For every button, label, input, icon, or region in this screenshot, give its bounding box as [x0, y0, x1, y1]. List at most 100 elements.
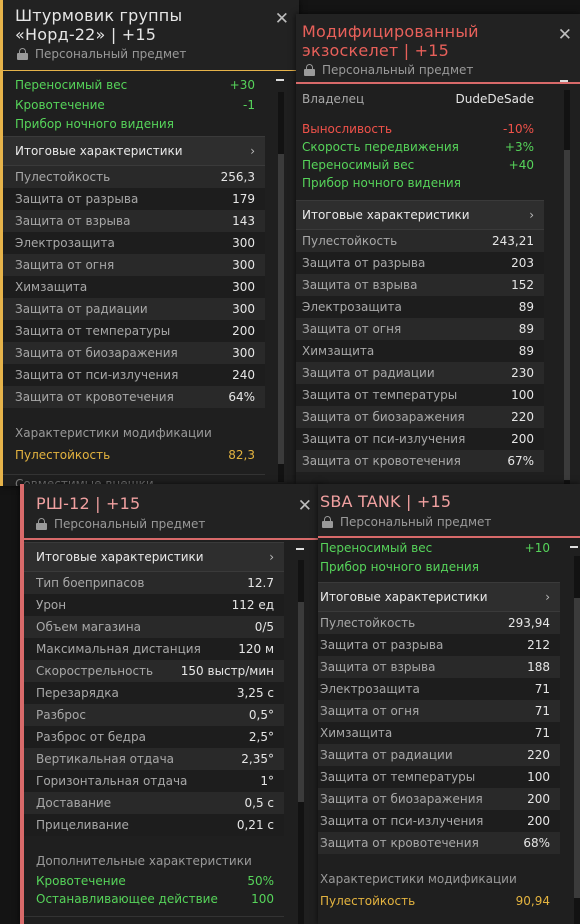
panel-content: Итоговые характеристики › Тип боеприпасо…	[24, 540, 284, 917]
mod-stat-row: Пулестойкость 82,3	[15, 448, 255, 462]
stat-row: Электрозащита 71	[318, 678, 560, 700]
stat-row: Защита от кровотечения 67%	[296, 450, 544, 472]
stat-row: Разброс 0,5°	[24, 704, 284, 726]
final-stats-header[interactable]: Итоговые характеристики ›	[296, 200, 544, 230]
stat-row: Защита от радиации 220	[318, 744, 560, 766]
stat-row: Защита от радиации 300	[3, 298, 265, 320]
extra-stats-title: Дополнительные характеристики	[36, 854, 252, 868]
stat-row: Защита от взрыва 152	[296, 274, 544, 296]
item-title: SBA TANK | +15	[320, 492, 452, 511]
bonus-row: Прибор ночного видения	[302, 176, 461, 190]
extra-stat-row: Останавливающее действие 100	[36, 892, 274, 906]
bonus-row: Выносливость -10%	[302, 122, 534, 136]
personal-item-label: Персональный предмет	[318, 511, 580, 535]
chevron-right-icon: ›	[269, 550, 274, 564]
compatible-skins-title: Совместимые внешки	[15, 477, 154, 486]
stat-row: Защита от огня 71	[318, 700, 560, 722]
item-title-line2: экзоскелет | +15	[302, 41, 449, 60]
panel-content: Переносимый вес +30 Кровотечение -1 Приб…	[3, 74, 265, 486]
final-stats-header[interactable]: Итоговые характеристики ›	[318, 582, 560, 612]
close-icon[interactable]: ✕	[297, 496, 312, 516]
stat-row: Пулестойкость 293,94	[318, 612, 560, 634]
stat-row: Скорострельность 150 выстр/мин	[24, 660, 284, 682]
item-title: Модифицированный экзоскелет | +15	[296, 14, 580, 60]
stat-row: Защита от биозаражения 300	[3, 342, 265, 364]
stat-row: Урон 112 ед	[24, 594, 284, 616]
close-icon[interactable]: ✕	[274, 9, 289, 29]
chevron-right-icon: ›	[545, 590, 550, 604]
stat-row: Тип боеприпасов 12.7	[24, 572, 284, 594]
chevron-right-icon: ›	[529, 208, 534, 222]
close-icon[interactable]: ✕	[557, 25, 572, 45]
mod-stat-row: Пулестойкость 90,94	[320, 894, 550, 908]
stat-row: Горизонтальная отдача 1°	[24, 770, 284, 792]
personal-item-label: Персональный предмет	[24, 513, 322, 537]
stat-row: Вертикальная отдача 2,35°	[24, 748, 284, 770]
stat-row: Химзащита 300	[3, 276, 265, 298]
stat-row: Защита от разрыва 203	[296, 252, 544, 274]
minus-icon[interactable]	[560, 80, 568, 82]
stat-row: Защита от биозаражения 220	[296, 406, 544, 428]
stat-row: Прицеливание 0,21 с	[24, 814, 284, 836]
stat-row: Химзащита 89	[296, 340, 544, 362]
scrollbar-track[interactable]	[278, 92, 284, 482]
item-tooltip-panel-exoskeleton: Модифицированный экзоскелет | +15 ✕ Перс…	[296, 14, 580, 484]
scrollbar-thumb[interactable]	[298, 602, 304, 802]
scrollbar-track[interactable]	[574, 556, 580, 924]
item-title-line1: Штурмовик группы	[15, 6, 183, 25]
stat-row: Доставание 0,5 с	[24, 792, 284, 814]
stat-row: Разброс от бедра 2,5°	[24, 726, 284, 748]
scrollbar-thumb[interactable]	[574, 598, 580, 898]
item-title: РШ-12 | +15	[36, 494, 141, 513]
stat-row: Защита от разрыва 179	[3, 188, 265, 210]
lock-icon	[304, 64, 315, 76]
stat-row: Защита от пси-излучения 240	[3, 364, 265, 386]
lock-icon	[36, 518, 47, 530]
scrollbar-track[interactable]	[298, 560, 304, 924]
item-tooltip-panel-weapon: РШ-12 | +15 ✕ Персональный предмет Итого…	[20, 484, 322, 924]
panel-header: Модифицированный экзоскелет | +15 ✕ Перс…	[296, 14, 580, 84]
item-title-line2: «Норд-22» | +15	[15, 25, 157, 44]
stat-row: Химзащита 71	[318, 722, 560, 744]
chevron-right-icon: ›	[250, 144, 255, 158]
stat-row: Защита от температуры 100	[318, 766, 560, 788]
owner-row: Владелец DudeDeSade	[302, 92, 534, 106]
stat-row: Защита от радиации 230	[296, 362, 544, 384]
stat-row: Защита от взрыва 143	[3, 210, 265, 232]
scrollbar-track[interactable]	[564, 90, 570, 484]
minus-icon[interactable]	[570, 546, 578, 548]
item-tooltip-panel-assault: Штурмовик группы «Норд-22» | +15 ✕ Персо…	[0, 0, 299, 486]
scrollbar-thumb[interactable]	[278, 154, 284, 464]
bonus-row: Скорость передвижения +3%	[302, 140, 534, 154]
stat-row: Защита от огня 300	[3, 254, 265, 276]
stats-list: Пулестойкость 293,94 Защита от разрыва 212…	[318, 612, 560, 854]
bonus-row: Переносимый вес +40	[302, 158, 534, 172]
stat-row: Защита от температуры 100	[296, 384, 544, 406]
stat-row: Защита от разрыва 212	[318, 634, 560, 656]
bonus-row: Переносимый вес +30	[15, 78, 255, 92]
stats-list: Пулестойкость 243,21 Защита от разрыва 203…	[296, 230, 544, 472]
stat-row: Защита от огня 89	[296, 318, 544, 340]
final-stats-header[interactable]: Итоговые характеристики ›	[3, 136, 265, 166]
mod-stats-title: Характеристики модификации	[15, 426, 212, 440]
stat-row: Защита от биозаражения 200	[318, 788, 560, 810]
stat-row: Защита от кровотечения 68%	[318, 832, 560, 854]
stat-row: Защита от взрыва 188	[318, 656, 560, 678]
minus-icon[interactable]	[296, 548, 304, 550]
panel-header: SBA TANK | +15 Персональный предмет	[318, 484, 580, 538]
stat-row: Электрозащита 300	[3, 232, 265, 254]
stat-row: Максимальная дистанция 120 м	[24, 638, 284, 660]
item-title: Штурмовик группы «Норд-22» | +15	[3, 0, 299, 44]
scrollbar-thumb[interactable]	[564, 150, 570, 480]
item-tooltip-panel-sba-tank: SBA TANK | +15 Персональный предмет Пере…	[318, 484, 580, 924]
stat-row: Защита от пси-излучения 200	[318, 810, 560, 832]
panel-content: Переносимый вес +10 Прибор ночного виден…	[318, 538, 560, 912]
lock-icon	[17, 48, 28, 60]
panel-header: РШ-12 | +15 ✕ Персональный предмет	[24, 484, 322, 540]
minus-icon[interactable]	[276, 79, 284, 81]
stat-row: Защита от кровотечения 64%	[3, 386, 265, 408]
final-stats-header[interactable]: Итоговые характеристики ›	[24, 542, 284, 572]
personal-item-label: Персональный предмет	[296, 60, 580, 83]
stats-list: Пулестойкость 256,3 Защита от разрыва 179 …	[3, 166, 265, 408]
lock-icon	[322, 516, 333, 528]
